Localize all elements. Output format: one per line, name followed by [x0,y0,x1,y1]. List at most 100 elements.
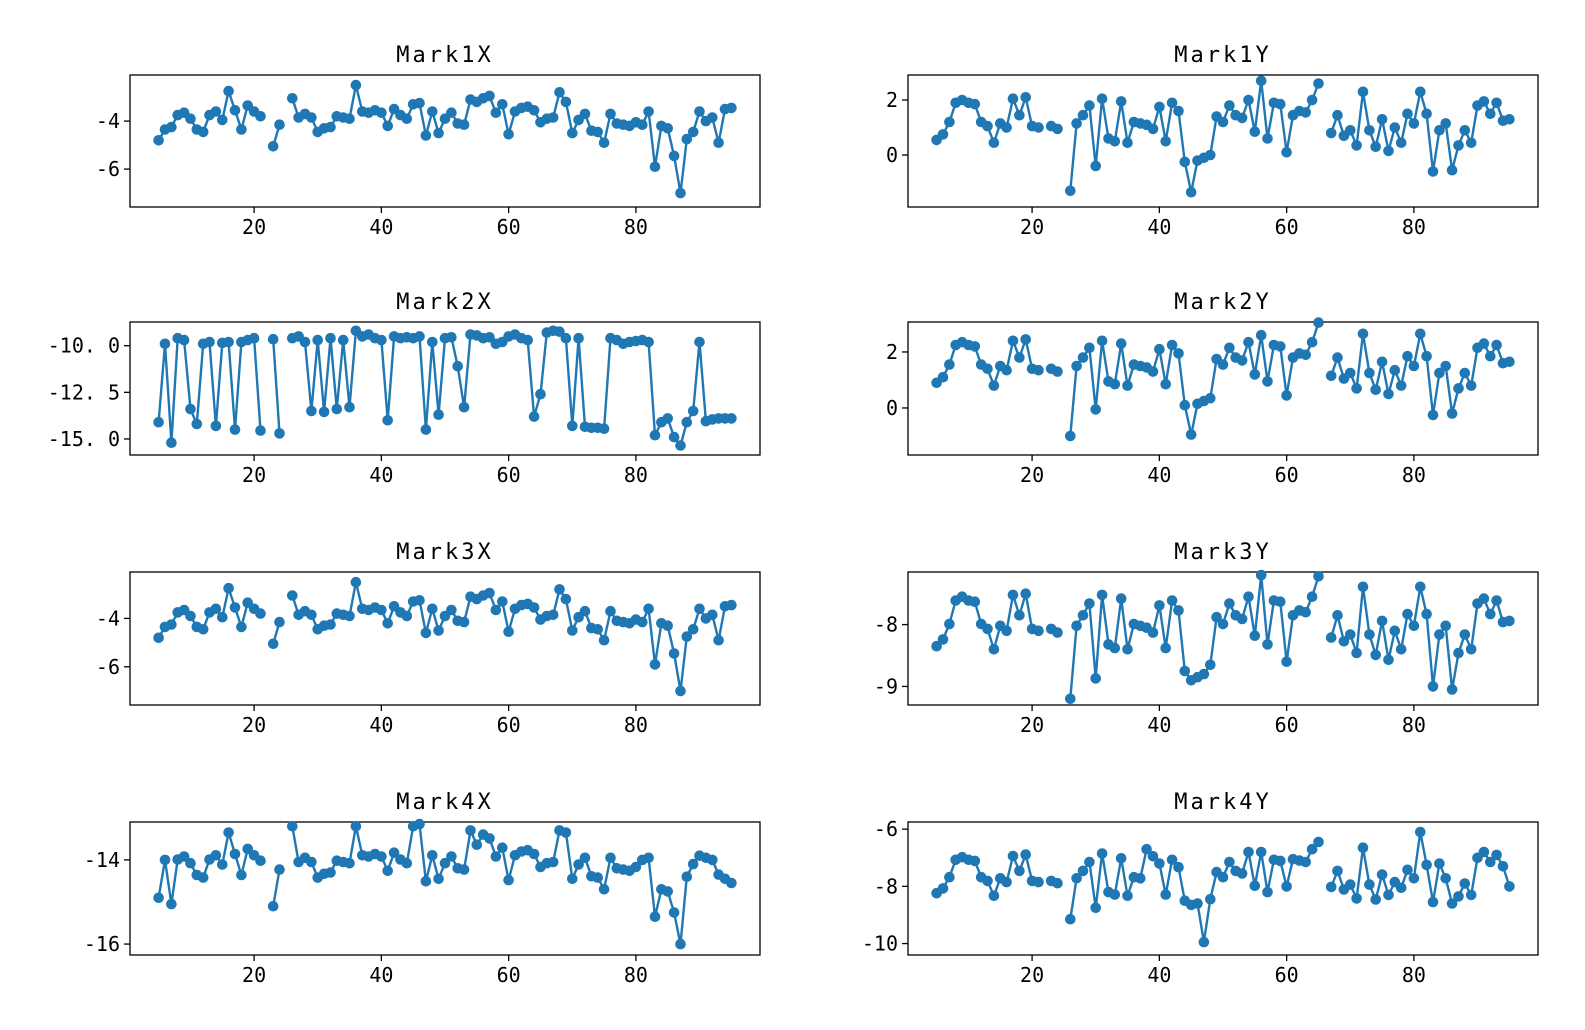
axes-spines [129,321,761,456]
x-tick-label: 20 [1020,713,1044,737]
data-series-points [931,75,1515,198]
x-tick-label: 80 [624,463,648,487]
axes-spines [907,321,1539,456]
x-axis-ticks: 20 40 60 80 [1020,705,1426,737]
subplot-mark4y: Mark4Y 20 40 60 80 -6 -8 -10 [862,790,1539,987]
chart-title: Mark4Y [1174,790,1271,815]
y-tick-label: -16 [84,932,120,956]
data-series-points [931,569,1515,705]
data-series-points [931,826,1515,948]
axes-spines [907,571,1539,706]
x-axis-ticks: 20 40 60 80 [242,955,648,987]
x-axis-ticks: 20 40 60 80 [1020,207,1426,239]
y-tick-label: -6 [96,655,120,679]
y-tick-label: -10 [862,932,898,956]
chart-title: Mark3X [396,540,493,565]
x-tick-label: 40 [1147,215,1171,239]
x-tick-label: 60 [1275,963,1299,987]
y-tick-label: -12. 5 [48,380,120,404]
y-tick-label: -9 [874,674,898,698]
chart-title: Mark2Y [1174,290,1271,315]
y-axis-ticks: -6 -8 -10 [862,817,908,956]
x-tick-label: 60 [1275,463,1299,487]
data-series-line [935,830,1511,944]
y-tick-label: -4 [96,109,120,133]
axes-spines [129,74,761,208]
data-series-line [157,329,733,447]
x-axis-ticks: 20 40 60 80 [242,455,648,487]
y-axis-ticks: -8 -9 [874,613,908,698]
y-axis-ticks: -4 -6 [96,606,130,679]
x-tick-label: 60 [497,963,521,987]
data-series-points [153,325,737,451]
x-tick-label: 20 [242,463,266,487]
x-axis-ticks: 20 40 60 80 [1020,955,1426,987]
x-tick-label: 20 [242,713,266,737]
y-tick-label: -4 [96,606,120,630]
x-tick-label: 40 [1147,713,1171,737]
x-tick-label: 40 [1147,463,1171,487]
x-tick-label: 80 [624,713,648,737]
y-axis-ticks: -10. 0 -12. 5 -15. 0 [48,334,130,451]
x-tick-label: 40 [369,713,393,737]
axes-spines [129,571,761,706]
data-series-points [153,79,737,199]
chart-title: Mark4X [396,790,493,815]
y-tick-label: -15. 0 [48,427,120,451]
x-tick-label: 40 [369,963,393,987]
data-series-points [931,317,1515,442]
subplot-mark2x: Mark2X 20 40 60 80 -10. 0 -12. 5 -15. 0 [48,290,761,487]
axes-spines [129,821,761,956]
chart-title: Mark3Y [1174,540,1271,565]
y-tick-label: -10. 0 [48,334,120,358]
y-axis-ticks: 20 [886,340,908,420]
x-tick-label: 20 [242,215,266,239]
x-tick-label: 40 [1147,963,1171,987]
axes-spines [907,74,1539,208]
x-tick-label: 80 [1402,463,1426,487]
x-tick-label: 60 [497,215,521,239]
x-tick-label: 60 [1275,713,1299,737]
y-axis-ticks: 20 [886,88,908,167]
y-axis-ticks: -14 -16 [84,848,130,956]
x-tick-label: 60 [497,713,521,737]
y-tick-label: 2 [886,340,898,364]
subplot-mark3x: Mark3X 20 40 60 80 -4 -6 [96,540,761,737]
y-tick-label: -6 [96,157,120,181]
x-tick-label: 20 [242,963,266,987]
data-series-line [157,822,733,946]
x-axis-ticks: 20 40 60 80 [1020,455,1426,487]
x-tick-label: 20 [1020,463,1044,487]
x-tick-label: 60 [497,463,521,487]
y-tick-label: -8 [874,613,898,637]
x-tick-label: 80 [1402,215,1426,239]
chart-title: Mark2X [396,290,493,315]
x-tick-label: 80 [1402,713,1426,737]
chart-title: Mark1Y [1174,43,1271,68]
y-axis-ticks: -4 -6 [96,109,130,181]
subplot-mark4x: Mark4X 20 40 60 80 -14 -16 [84,790,761,987]
y-tick-label: 0 [886,143,898,167]
x-tick-label: 40 [369,463,393,487]
chart-title: Mark1X [396,43,493,68]
x-axis-ticks: 20 40 60 80 [242,705,648,737]
x-tick-label: 20 [1020,963,1044,987]
x-tick-label: 60 [1275,215,1299,239]
data-series-points [153,576,737,697]
y-tick-label: -6 [874,817,898,841]
y-tick-label: 0 [886,396,898,420]
x-tick-label: 80 [624,215,648,239]
subplot-mark3y: Mark3Y 20 40 60 80 -8 -9 [874,540,1539,737]
x-tick-label: 40 [369,215,393,239]
y-tick-label: 2 [886,88,898,112]
x-tick-label: 80 [1402,963,1426,987]
x-tick-label: 20 [1020,215,1044,239]
axes-spines [907,821,1539,956]
x-axis-ticks: 20 40 60 80 [242,207,648,239]
x-tick-label: 80 [624,963,648,987]
data-series-points [153,818,737,950]
